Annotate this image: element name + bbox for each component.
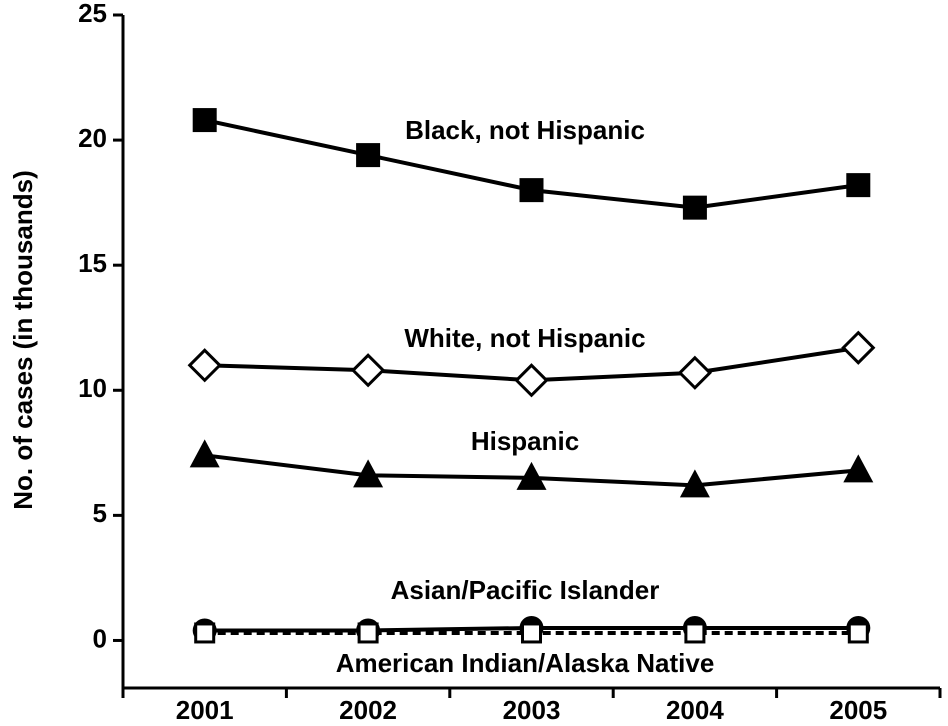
series-label: Black, not Hispanic — [405, 115, 645, 145]
y-tick-label: 10 — [78, 373, 107, 403]
marker — [516, 461, 547, 490]
marker — [357, 622, 379, 644]
y-axis-label: No. of cases (in thousands) — [8, 170, 38, 510]
marker — [843, 454, 874, 483]
series-label: Hispanic — [471, 426, 579, 456]
marker — [521, 622, 542, 644]
marker — [356, 143, 381, 168]
marker — [682, 195, 707, 220]
marker — [519, 178, 544, 203]
marker — [350, 353, 386, 388]
x-tick-label: 2001 — [176, 695, 234, 725]
y-tick-label: 0 — [93, 623, 107, 653]
marker — [847, 622, 869, 644]
y-tick-label: 5 — [93, 498, 107, 528]
marker — [194, 622, 216, 644]
marker — [189, 439, 220, 468]
series-label: White, not Hispanic — [404, 323, 645, 353]
y-tick-label: 15 — [78, 248, 107, 278]
marker — [514, 363, 549, 398]
x-tick-label: 2005 — [829, 695, 887, 725]
marker — [677, 355, 713, 390]
x-tick-label: 2004 — [666, 695, 724, 725]
x-tick-label: 2002 — [339, 695, 397, 725]
y-tick-label: 20 — [78, 123, 107, 153]
y-tick-label: 25 — [78, 0, 107, 28]
series-label: American Indian/Alaska Native — [336, 648, 715, 678]
marker — [353, 459, 384, 488]
marker — [841, 330, 876, 365]
marker — [684, 622, 706, 644]
marker — [187, 348, 222, 383]
marker — [679, 469, 710, 498]
marker — [192, 108, 217, 133]
marker — [846, 173, 871, 198]
series-label: Asian/Pacific Islander — [391, 575, 660, 605]
x-tick-label: 2003 — [503, 695, 561, 725]
